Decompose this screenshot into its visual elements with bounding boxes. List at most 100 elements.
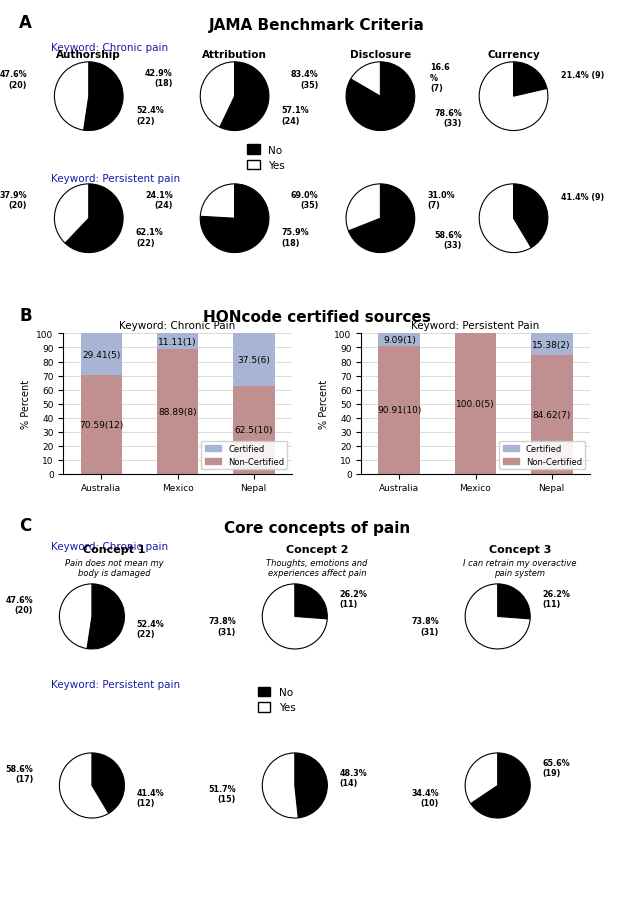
Text: A: A (19, 14, 32, 32)
Text: 70.59(12): 70.59(12) (79, 420, 124, 429)
Text: 15.38(2): 15.38(2) (533, 340, 571, 349)
Text: 26.2%
(11): 26.2% (11) (340, 589, 368, 609)
Text: 52.4%
(22): 52.4% (22) (136, 107, 164, 126)
Wedge shape (92, 753, 124, 814)
Text: C: C (19, 517, 31, 535)
Text: Pain does not mean my
body is damaged: Pain does not mean my body is damaged (65, 558, 164, 577)
Legend: Certified, Non-Certified: Certified, Non-Certified (500, 441, 585, 470)
Title: Keyword: Persistent Pain: Keyword: Persistent Pain (411, 321, 540, 330)
Text: 9.09(1): 9.09(1) (383, 336, 416, 345)
Title: Keyword: Chronic Pain: Keyword: Chronic Pain (119, 321, 236, 330)
Text: Keyword: Persistent pain: Keyword: Persistent pain (51, 173, 180, 183)
Text: 47.6%
(20): 47.6% (20) (6, 595, 34, 614)
Wedge shape (479, 62, 548, 131)
Text: 88.89(8): 88.89(8) (158, 407, 197, 416)
Wedge shape (514, 62, 547, 97)
Text: Authorship: Authorship (56, 50, 121, 60)
Bar (157, 334, 198, 349)
Wedge shape (346, 62, 415, 131)
Text: Concept 2: Concept 2 (286, 545, 348, 554)
Wedge shape (465, 753, 498, 804)
Text: Disclosure: Disclosure (350, 50, 411, 60)
Wedge shape (262, 584, 327, 649)
Text: 52.4%
(22): 52.4% (22) (137, 619, 164, 638)
Y-axis label: % Percent: % Percent (21, 379, 31, 429)
Text: I can retrain my overactive
pain system: I can retrain my overactive pain system (463, 558, 577, 577)
Text: HONcode certified sources: HONcode certified sources (203, 310, 431, 325)
Bar (531, 356, 573, 474)
Wedge shape (60, 584, 92, 649)
Text: Core concepts of pain: Core concepts of pain (224, 520, 410, 535)
Legend: No, Yes: No, Yes (254, 683, 300, 717)
Text: 37.5(6): 37.5(6) (237, 356, 270, 365)
Wedge shape (55, 185, 89, 244)
Wedge shape (55, 62, 89, 131)
Wedge shape (479, 185, 531, 253)
Text: 29.41(5): 29.41(5) (82, 350, 120, 359)
Wedge shape (200, 185, 269, 253)
Wedge shape (87, 584, 124, 649)
Text: Keyword: Chronic pain: Keyword: Chronic pain (51, 542, 168, 552)
Bar (233, 334, 275, 386)
Text: 65.6%
(19): 65.6% (19) (543, 758, 570, 777)
Legend: Certified, Non-Certified: Certified, Non-Certified (202, 441, 287, 470)
Bar (81, 334, 122, 376)
Wedge shape (220, 62, 269, 131)
Wedge shape (84, 62, 123, 131)
Text: JAMA Benchmark Criteria: JAMA Benchmark Criteria (209, 18, 425, 33)
Text: 75.9%
(18): 75.9% (18) (282, 228, 309, 247)
Text: 73.8%
(31): 73.8% (31) (411, 617, 439, 637)
Text: 47.6%
(20): 47.6% (20) (0, 70, 27, 89)
Bar (531, 334, 573, 356)
Wedge shape (60, 753, 108, 818)
Wedge shape (262, 753, 298, 818)
Wedge shape (470, 753, 530, 818)
Text: 78.6%
(33): 78.6% (33) (434, 109, 462, 128)
Text: 100.0(5): 100.0(5) (456, 400, 495, 408)
Wedge shape (346, 185, 380, 231)
Text: 41.4%
(12): 41.4% (12) (137, 788, 164, 807)
Text: Currency: Currency (487, 50, 540, 60)
Text: 37.9%
(20): 37.9% (20) (0, 191, 27, 209)
Text: 69.0%
(35): 69.0% (35) (291, 191, 318, 209)
Text: 48.3%
(14): 48.3% (14) (340, 768, 367, 787)
Text: 31.0%
(7): 31.0% (7) (428, 191, 455, 209)
Text: 21.4% (9): 21.4% (9) (561, 71, 604, 80)
Text: 34.4%
(10): 34.4% (10) (411, 788, 439, 807)
Text: 90.91(10): 90.91(10) (377, 406, 422, 415)
Bar (81, 376, 122, 474)
Text: 58.6%
(17): 58.6% (17) (6, 764, 34, 783)
Y-axis label: % Percent: % Percent (319, 379, 329, 429)
Text: Concept 1: Concept 1 (83, 545, 145, 554)
Text: 42.9%
(18): 42.9% (18) (145, 69, 172, 88)
Text: 62.1%
(22): 62.1% (22) (136, 228, 164, 247)
Text: 62.5(10): 62.5(10) (235, 426, 273, 435)
Wedge shape (351, 62, 380, 97)
Text: Keyword: Persistent pain: Keyword: Persistent pain (51, 679, 180, 689)
Text: 41.4% (9): 41.4% (9) (561, 193, 604, 202)
Text: 84.62(7): 84.62(7) (533, 410, 571, 419)
Bar (455, 334, 496, 474)
Text: 16.6
%
(7): 16.6 % (7) (430, 63, 450, 93)
Bar (157, 349, 198, 474)
Bar (378, 334, 420, 347)
Wedge shape (295, 584, 327, 619)
Text: 26.2%
(11): 26.2% (11) (543, 589, 571, 609)
Text: Attribution: Attribution (202, 50, 267, 60)
Legend: No, Yes: No, Yes (243, 141, 289, 175)
Text: 51.7%
(15): 51.7% (15) (209, 784, 236, 804)
Text: 83.4%
(35): 83.4% (35) (291, 70, 318, 89)
Text: Concept 3: Concept 3 (489, 545, 551, 554)
Wedge shape (514, 185, 548, 248)
Text: 24.1%
(24): 24.1% (24) (145, 191, 172, 209)
Text: 73.8%
(31): 73.8% (31) (209, 617, 236, 637)
Wedge shape (465, 584, 530, 649)
Wedge shape (349, 185, 415, 253)
Wedge shape (295, 753, 327, 818)
Wedge shape (65, 185, 123, 253)
Text: 57.1%
(24): 57.1% (24) (282, 107, 309, 126)
Text: B: B (19, 307, 32, 325)
Wedge shape (200, 185, 235, 219)
Text: Keyword: Chronic pain: Keyword: Chronic pain (51, 43, 168, 53)
Bar (378, 347, 420, 474)
